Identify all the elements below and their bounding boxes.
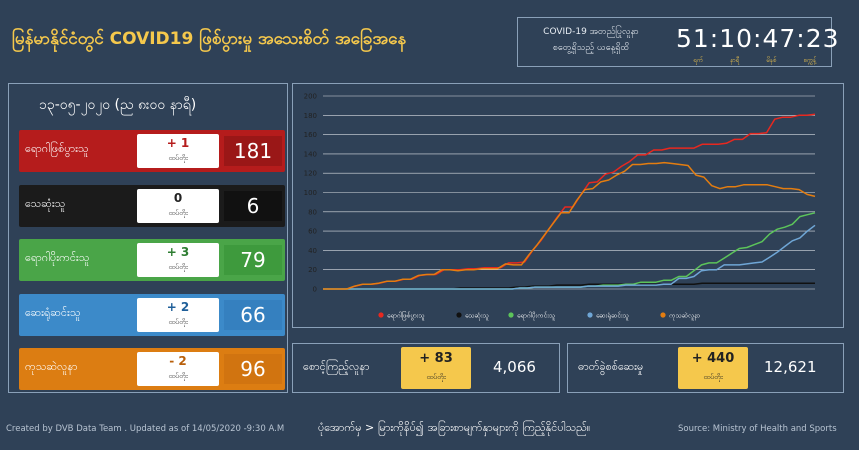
stat-delta-box: + 1 ထပ်တိုး [137, 134, 219, 168]
footer-navigation-note[interactable]: ပုံအောက်မှ > မြားကိုနိပ်၍ အခြားစာမျက်နှာ… [318, 421, 591, 434]
stat-name: ကုသဆဲလူနာ [25, 360, 78, 373]
monitored-box: စောင့်ကြည့်လူနာ + 83 ထပ်တိုး 4,066 [292, 343, 560, 393]
legend-item: ရောဂါဖြစ်ပွားသူ [378, 311, 425, 321]
stat-name: ရောဂါဖြစ်ပွားသူ [25, 142, 89, 155]
stat-delta: - 2 [169, 354, 187, 368]
stat-total: 66 [224, 300, 282, 330]
series-line-4 [323, 161, 816, 290]
countdown-label-line1: COVID-19 အတည်ပြုလူနာ [543, 27, 639, 37]
countdown-value: 51:10:47:23 [676, 24, 840, 53]
stat-total: 79 [224, 245, 282, 275]
stat-delta-caption: ထပ်တိုး [168, 209, 188, 217]
stat-row-active: ကုသဆဲလူနာ - 2 ထပ်တိုး 96 [19, 348, 285, 390]
stat-total: 96 [224, 354, 282, 384]
stat-row-recovered: ရောဂါပိုးကင်းသူ + 3 ထပ်တိုး 79 [19, 239, 285, 281]
lab-tests-box: ဓာတ်ခွဲစစ်ဆေးမှု + 440 ထပ်တိုး 12,621 [567, 343, 844, 393]
legend-label: သေဆုံးသူ [465, 312, 489, 321]
legend-marker [587, 312, 593, 318]
y-tick-label: 0 [313, 286, 317, 294]
trend-chart-panel: 0 20 40 60 80 100 120 140 160 180 200 ရောဂါဖြစ်ပွား… [292, 83, 844, 328]
legend-label: ကုသဆဲလူနာ [669, 312, 700, 321]
y-tick-label: 60 [308, 228, 317, 236]
y-tick-label: 200 [304, 93, 317, 101]
y-tick-label: 140 [304, 150, 317, 158]
stat-delta: + 3 [166, 245, 190, 259]
legend-label: ရောဂါဖြစ်ပွားသူ [387, 311, 425, 321]
stat-delta-caption: ထပ်တိုး [168, 154, 188, 162]
legend-item: ဆေးရုံဆင်းသူ [587, 312, 629, 321]
lab-tests-delta-caption: ထပ်တိုး [703, 373, 723, 381]
series-line-2 [323, 212, 816, 290]
stat-delta-box: 0 ထပ်တိုး [137, 189, 219, 223]
stat-delta-box: + 2 ထပ်တိုး [137, 298, 219, 332]
stat-delta-caption: ထပ်တိုး [168, 263, 188, 271]
trend-chart: 0 20 40 60 80 100 120 140 160 180 200 ရောဂါဖြစ်ပွား… [304, 93, 816, 321]
lab-tests-delta: + 440 [691, 351, 735, 366]
legend-item: ရောဂါပိုးကင်းသူ [508, 312, 556, 321]
page-title: မြန်မာနိုင်ငံတွင် COVID19 ဖြစ်ပွားမှု အသ… [12, 29, 407, 49]
footer-source: Source: Ministry of Health and Sports [678, 424, 837, 434]
series-line-0 [323, 113, 816, 290]
countdown-units: ရက် နာရီ မိနစ် စက္ကန့် [680, 56, 830, 65]
report-date: ၁၃-၀၅-၂၀၂၀ (ည ၈း၀၀ နာရီ) [39, 97, 197, 113]
y-tick-label: 40 [308, 247, 317, 255]
stat-delta-box: + 3 ထပ်တိုး [137, 243, 219, 277]
stats-panel: ၁၃-၀၅-၂၀၂၀ (ည ၈း၀၀ နာရီ) ရောဂါဖြစ်ပွားသူ… [8, 83, 288, 393]
monitored-delta-caption: ထပ်တိုး [426, 373, 446, 381]
countdown-label-line2: စတွေ့ရှိသည့် ယနေ့ရှိထိ [552, 43, 630, 53]
stat-total: 6 [224, 191, 282, 221]
countdown-box: COVID-19 အတည်ပြုလူနာ စတွေ့ရှိသည့် ယနေ့ရှ… [517, 17, 839, 67]
stat-name: ဆေးရုံဆင်းသူ [25, 306, 81, 319]
lab-tests-delta-box: + 440 ထပ်တိုး [678, 347, 748, 389]
monitored-total: 4,066 [493, 358, 536, 376]
y-tick-label: 120 [304, 170, 317, 178]
legend-label: ဆေးရုံဆင်းသူ [596, 312, 629, 321]
monitored-label: စောင့်ကြည့်လူနာ [303, 360, 370, 373]
series-line-1 [323, 282, 815, 290]
y-tick-label: 100 [304, 189, 317, 197]
y-tick-label: 180 [304, 112, 317, 120]
series-line-3 [323, 224, 816, 290]
legend-marker [508, 312, 514, 318]
monitored-delta-box: + 83 ထပ်တိုး [401, 347, 471, 389]
stat-delta: 0 [173, 191, 183, 205]
countdown-unit-days: ရက် [693, 57, 703, 64]
legend-marker [456, 312, 462, 318]
stat-delta: + 2 [166, 300, 190, 314]
stat-row-confirmed: ရောဂါဖြစ်ပွားသူ + 1 ထပ်တိုး 181 [19, 130, 285, 172]
footer-credit: Created by DVB Data Team . Updated as of… [6, 424, 285, 434]
y-tick-label: 160 [304, 131, 317, 139]
stat-name: သေဆုံးသူ [25, 197, 66, 210]
legend-marker [378, 312, 384, 318]
stat-total: 181 [224, 136, 282, 166]
stat-delta-box: - 2 ထပ်တိုး [137, 352, 219, 386]
stat-row-discharged: ဆေးရုံဆင်းသူ + 2 ထပ်တိုး 66 [19, 294, 285, 336]
y-tick-label: 20 [308, 266, 317, 274]
legend-marker [660, 312, 666, 318]
countdown-unit-hours: နာရီ [730, 57, 740, 64]
countdown-unit-minutes: မိနစ် [766, 57, 777, 64]
lab-tests-total: 12,621 [764, 358, 817, 376]
monitored-delta: + 83 [419, 351, 453, 366]
lab-tests-label: ဓာတ်ခွဲစစ်ဆေးမှု [578, 360, 644, 373]
stat-delta-caption: ထပ်တိုး [168, 318, 188, 326]
stat-row-deaths: သေဆုံးသူ 0 ထပ်တိုး 6 [19, 185, 285, 227]
y-tick-label: 80 [308, 208, 317, 216]
countdown-unit-seconds: စက္ကန့် [803, 57, 817, 64]
legend-label: ရောဂါပိုးကင်းသူ [517, 312, 556, 321]
stat-delta: + 1 [166, 136, 190, 150]
legend-item: ကုသဆဲလူနာ [660, 312, 700, 321]
legend-item: သေဆုံးသူ [456, 312, 489, 321]
stat-delta-caption: ထပ်တိုး [168, 372, 188, 380]
stat-name: ရောဂါပိုးကင်းသူ [25, 251, 90, 264]
